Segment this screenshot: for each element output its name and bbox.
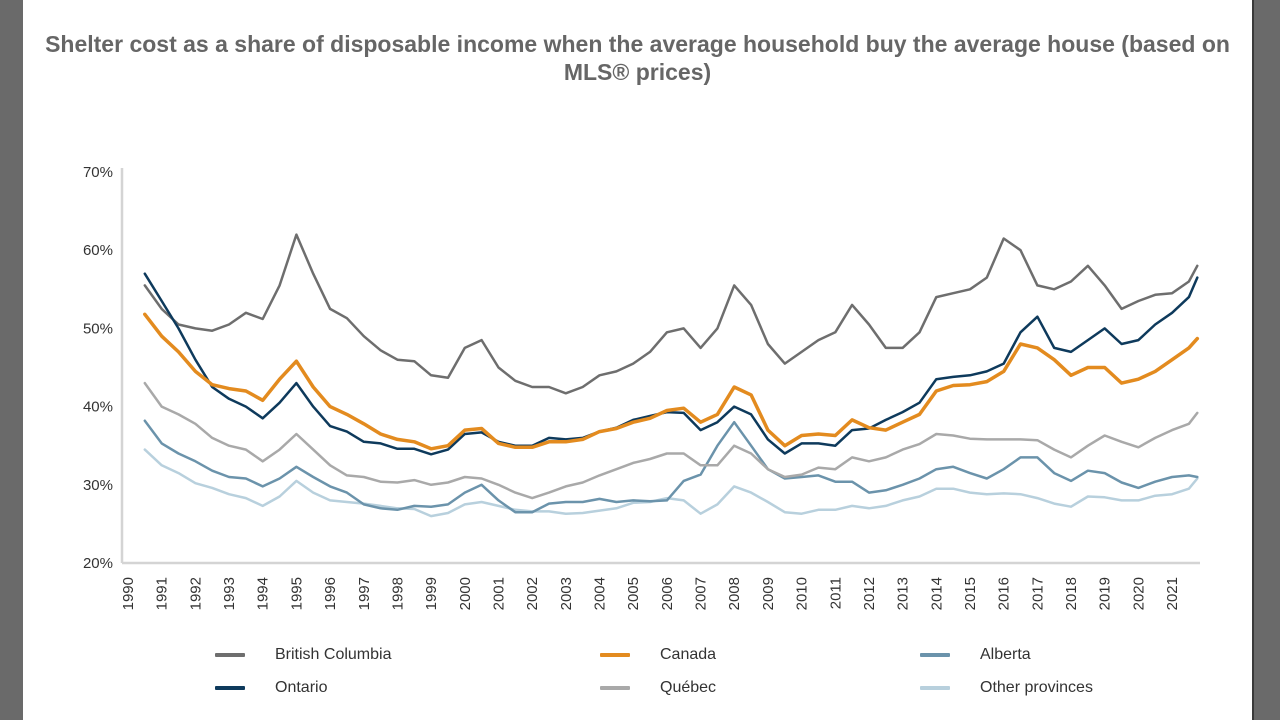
y-tick-label: 50%: [83, 320, 113, 337]
slide-frame-left: [0, 0, 23, 720]
y-tick-label: 60%: [83, 242, 113, 259]
series-line-alberta: [143, 419, 1199, 514]
x-tick-label: 2011: [827, 577, 844, 609]
legend-swatch: [600, 686, 630, 690]
x-tick-label: 1990: [120, 577, 137, 610]
x-tick-label: 2020: [1130, 577, 1147, 610]
legend-swatch: [920, 653, 950, 657]
x-tick-label: 1999: [423, 577, 440, 610]
legend-label: Québec: [660, 679, 717, 696]
x-tick-label: 2001: [490, 577, 507, 610]
x-tick-label: 2009: [760, 577, 777, 610]
series-line-british-columbia: [143, 233, 1199, 395]
legend-label: Canada: [660, 646, 717, 663]
x-tick-label: 1998: [389, 577, 406, 610]
legend-swatch: [600, 653, 630, 657]
x-tick-label: 1994: [255, 577, 272, 610]
slide-frame-right: [1252, 0, 1280, 720]
x-tick-label: 1996: [322, 577, 339, 610]
x-tick-label: 2021: [1164, 577, 1181, 610]
x-tick-label: 2014: [928, 577, 945, 610]
legend-swatch: [215, 686, 245, 690]
x-tick-label: 2006: [659, 577, 676, 610]
x-tick-label: 1997: [356, 577, 373, 610]
series-line-qu-bec: [143, 381, 1199, 500]
x-tick-label: 2013: [895, 577, 912, 610]
x-tick-label: 2000: [457, 577, 474, 610]
x-tick-label: 2016: [996, 577, 1013, 610]
y-tick-label: 70%: [83, 164, 113, 181]
legend-item: Ontario: [215, 678, 327, 698]
legend-label: Other provinces: [980, 679, 1093, 696]
y-tick-label: 40%: [83, 399, 113, 416]
x-tick-label: 2005: [625, 577, 642, 610]
legend-item: Alberta: [920, 645, 1031, 665]
x-tick-label: 2002: [524, 577, 541, 610]
x-tick-label: 2008: [726, 577, 743, 610]
x-tick-label: 1991: [154, 577, 171, 610]
legend-item: Other provinces: [920, 678, 1093, 698]
y-tick-label: 20%: [83, 555, 113, 572]
x-tick-label: 2012: [861, 577, 878, 610]
legend-item: Canada: [600, 645, 716, 665]
x-tick-label: 1992: [187, 577, 204, 610]
chart-title: Shelter cost as a share of disposable in…: [45, 31, 1230, 85]
x-tick-label: 2003: [558, 577, 575, 610]
legend-item: Québec: [600, 678, 716, 698]
legend-label: Alberta: [980, 646, 1031, 663]
x-tick-label: 2018: [1063, 577, 1080, 610]
x-tick-label: 1993: [221, 577, 238, 610]
x-tick-label: 2015: [962, 577, 979, 610]
y-tick-label: 30%: [83, 477, 113, 494]
legend-item: British Columbia: [215, 645, 391, 665]
x-tick-label: 1995: [288, 577, 305, 610]
x-tick-label: 2010: [794, 577, 811, 610]
series-line-other-provinces: [143, 448, 1199, 518]
series-line-ontario: [143, 272, 1199, 456]
x-tick-label: 2017: [1029, 577, 1046, 610]
legend-label: Ontario: [275, 679, 328, 696]
x-tick-label: 2004: [592, 577, 609, 610]
x-tick-label: 2019: [1097, 577, 1114, 610]
legend-swatch: [215, 653, 245, 657]
legend-swatch: [920, 686, 950, 690]
x-tick-label: 2007: [693, 577, 710, 610]
legend-label: British Columbia: [275, 646, 392, 663]
series-line-canada: [143, 312, 1200, 451]
